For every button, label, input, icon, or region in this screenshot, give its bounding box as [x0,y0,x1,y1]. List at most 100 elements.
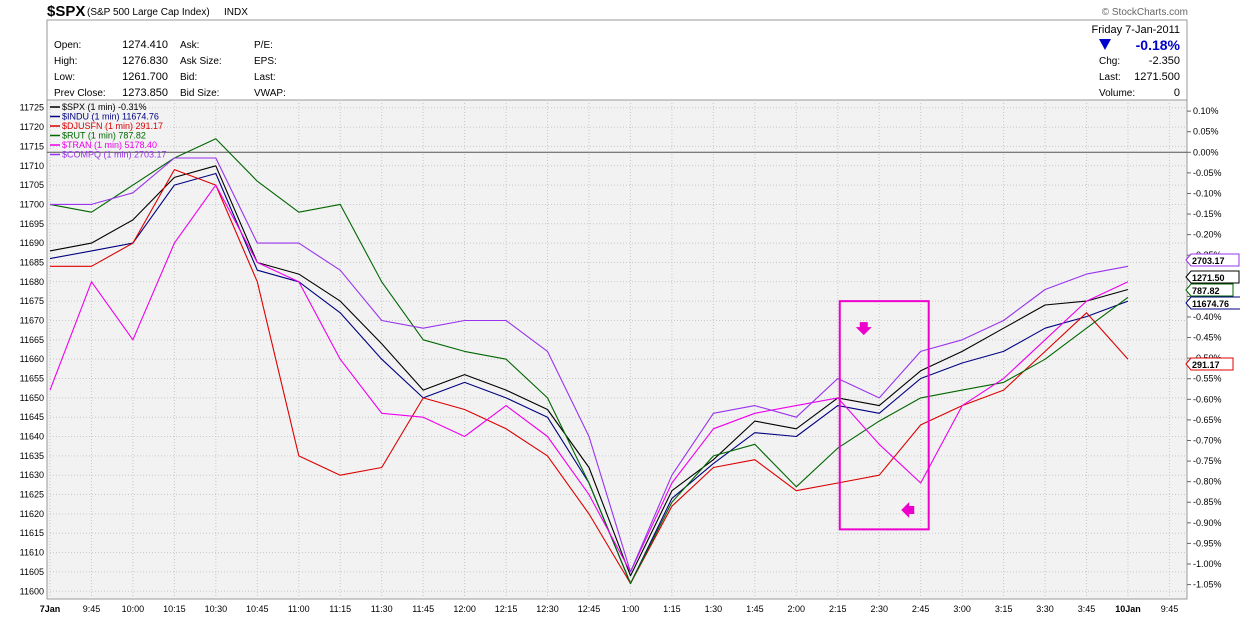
stat-label: Last: [1099,72,1121,83]
series-layer [49,138,1129,585]
y-tick-label-right: 0.10% [1193,106,1219,116]
y-tick-label-right: -0.40% [1193,312,1222,322]
end-label-box [1185,270,1240,284]
x-tick-label: 3:15 [995,604,1013,614]
x-tick-label: 12:45 [578,604,601,614]
x-tick-label: 1:30 [705,604,723,614]
stats-mid: Ask: Ask Size: Bid: Bid Size: [180,40,222,99]
end-label: 11674.76 [1192,299,1229,309]
x-tick-label: 10Jan [1115,604,1141,614]
x-axis: 7Jan 9:45 10:00 10:15 10:30 10:45 11:00 11:15 11… [40,604,1178,614]
y-tick-label: 11620 [20,509,44,519]
series-line-tran [49,184,1129,573]
series-line-djusfn [50,169,1129,585]
stat-label: Chg: [1099,56,1120,67]
x-tick-label: 3:30 [1036,604,1054,614]
y-tick-label: 11705 [20,180,44,190]
x-tick-label: 2:30 [870,604,888,614]
y-tick-label-right: -1.00% [1193,559,1222,569]
stat-value: 1273.850 [122,87,168,99]
x-tick-label: 3:00 [953,604,971,614]
end-label-box [1185,253,1240,267]
x-tick-label: 2:45 [912,604,930,614]
exchange: INDX [224,7,248,18]
stat-value: 0 [1174,87,1180,99]
stat-label: Bid Size: [180,88,219,99]
x-tick-label: 11:15 [329,604,351,614]
legend: $SPX (1 min) -0.31%$INDU (1 min) 11674.7… [50,102,167,160]
y-tick-label: 11695 [20,219,44,229]
x-tick-label: 3:45 [1078,604,1096,614]
y-tick-label: 11605 [20,567,44,577]
stat-label: VWAP: [254,88,286,99]
end-label-box [1185,357,1234,371]
annotation-layer [838,300,930,531]
end-label: 1271.50 [1192,273,1225,283]
end-label: 787.82 [1192,286,1220,296]
x-tick-label: 2:00 [788,604,806,614]
x-tick-label: 7Jan [40,604,61,614]
gridlines [47,100,1187,599]
x-tick-label: 10:15 [163,604,186,614]
end-label-box [1185,296,1240,310]
quote-box: Open: 1274.410 High: 1276.830 Low: 1261.700 Pr… [46,19,1188,101]
stats-left: Open: 1274.410 High: 1276.830 Low: 1261.700 Pr… [54,39,168,99]
x-tick-label: 9:45 [1161,604,1179,614]
x-tick-label: 1:00 [622,604,640,614]
end-label: 2703.17 [1192,256,1225,266]
x-tick-label: 11:30 [371,604,393,614]
stat-label: Last: [254,72,276,83]
stat-label: Ask: [180,40,199,51]
y-tick-label-right: -0.85% [1193,497,1222,507]
y-tick-label-right: -0.90% [1193,518,1222,528]
header: $SPX (S&P 500 Large Cap Index) INDX © St… [47,3,1188,20]
x-tick-label: 9:45 [83,604,101,614]
legend-entry: $DJUSFN (1 min) 291.17 [62,121,163,131]
y-tick-label-right: -0.45% [1193,333,1222,343]
y-tick-label: 11665 [20,335,44,345]
y-axis-left: 11600 11605 11610 11615 11620 11625 11630 11635… [20,103,44,597]
x-tick-label: 12:00 [453,604,476,614]
y-tick-label: 11655 [20,374,44,384]
y-tick-label: 11610 [20,548,44,558]
y-tick-label: 11700 [20,199,44,209]
plot-area: $SPX (1 min) -0.31%$INDU (1 min) 11674.7… [46,99,1188,600]
end-labels: 2703.17 1271.50 787.82 11674.76 291.17 [1185,253,1240,371]
y-tick-label-right: -0.15% [1193,209,1222,219]
x-tick-label: 10:45 [246,604,269,614]
end-label-box [1185,283,1234,297]
y-tick-label-right: -0.65% [1193,415,1222,425]
stat-value: 1276.830 [122,55,168,67]
y-tick-label-right: 0.05% [1193,127,1219,137]
y-tick-label: 11660 [20,354,44,364]
stat-value: 1261.700 [122,71,168,83]
stat-value: -2.350 [1149,55,1180,67]
y-tick-label: 11630 [20,470,44,480]
y-tick-label-right: 0.00% [1193,147,1219,157]
change-percent: -0.18% [1136,37,1181,53]
x-tick-label: 10:30 [205,604,228,614]
symbol: $SPX [47,3,85,20]
y-tick-label: 11625 [20,490,44,500]
stats-right: Chg: -2.350 Last: 1271.500 Volume: 0 [1099,55,1180,99]
x-tick-label: 10:00 [122,604,145,614]
quote-date: Friday 7-Jan-2011 [1092,24,1180,36]
y-tick-label: 11710 [20,161,44,171]
y-tick-label: 11680 [20,277,44,287]
down-arrow-icon [1099,39,1111,50]
y-tick-label-right: -0.75% [1193,456,1222,466]
stat-label: Volume: [1099,88,1135,99]
y-tick-label-right: -0.95% [1193,538,1222,548]
series-line-compq [50,157,1129,573]
series-line-rut [49,138,1129,585]
y-tick-label: 11690 [20,238,44,248]
y-tick-label: 11675 [20,296,44,306]
stat-value: 1274.410 [122,39,168,51]
stat-label: Open: [54,40,81,51]
y-tick-label-right: -1.05% [1193,580,1222,590]
y-tick-label: 11640 [20,432,44,442]
y-tick-label: 11615 [20,528,44,538]
stat-label: Prev Close: [54,88,106,99]
